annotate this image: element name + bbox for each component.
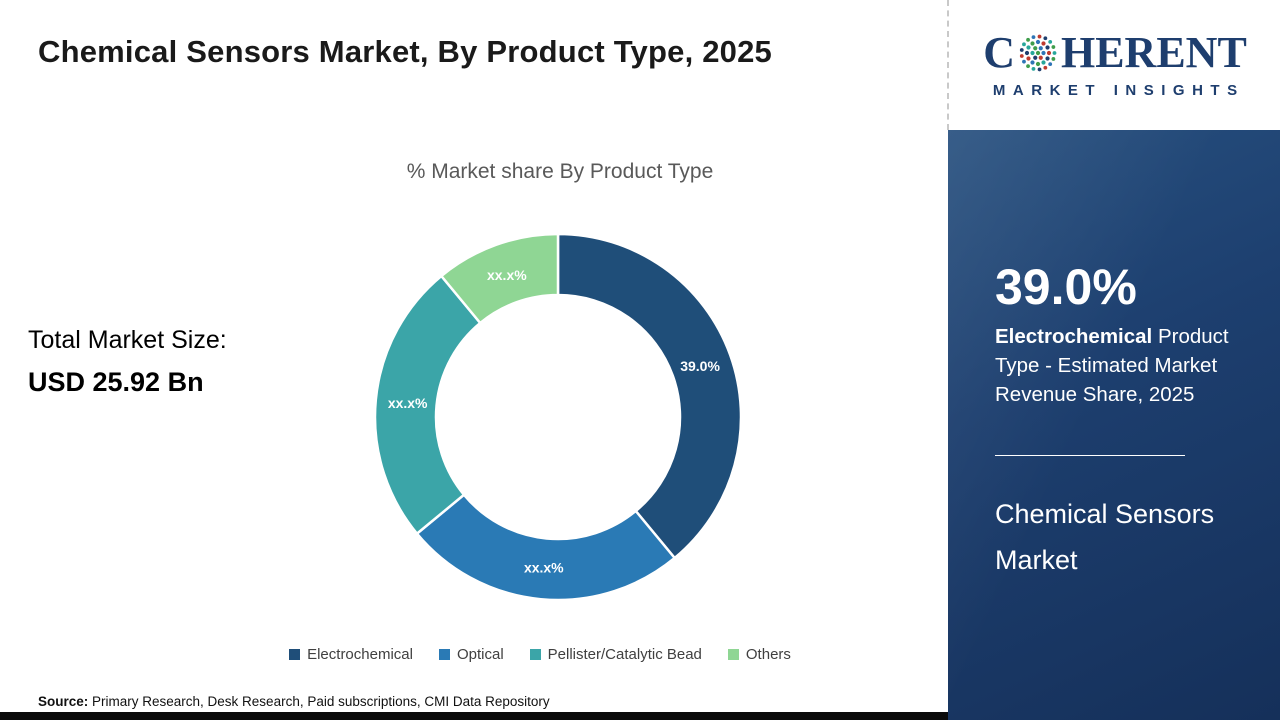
globe-dot	[1051, 45, 1056, 49]
globe-dot	[1043, 36, 1048, 41]
legend-item: Others	[727, 646, 791, 663]
dotted-globe-icon	[1019, 34, 1057, 72]
market-name: Chemical Sensors Market	[995, 499, 1215, 575]
brand-tagline: MARKET INSIGHTS	[992, 82, 1245, 99]
globe-dot	[1026, 64, 1030, 69]
source-text: Primary Research, Desk Research, Paid su…	[88, 694, 550, 709]
donut-segment-label: 39.0%	[680, 358, 720, 374]
legend-label: Electrochemical	[307, 646, 413, 663]
side-panel: 39.0% Electrochemical Product Type - Est…	[948, 130, 1280, 720]
legend-swatch-icon	[727, 649, 739, 660]
globe-dot	[1043, 65, 1048, 70]
globe-dot	[1026, 45, 1031, 50]
share-value: 39.0%	[995, 259, 1137, 315]
source-label: Source:	[38, 694, 89, 709]
chart-title: % Market share By Product Type	[406, 160, 714, 183]
globe-dot	[1035, 61, 1041, 67]
globe-dot	[1041, 50, 1046, 56]
globe-dot	[1045, 45, 1050, 50]
globe-dot	[1052, 51, 1057, 55]
donut-segment-optical	[415, 493, 677, 602]
legend-label: Pellister/Catalytic Bead	[547, 646, 702, 663]
globe-dot	[1041, 41, 1046, 46]
legend-swatch-icon	[438, 649, 450, 660]
donut-segment-label: xx.x%	[388, 395, 428, 411]
donut-segment-label: xx.x%	[524, 559, 564, 575]
globe-dot	[1024, 50, 1030, 56]
donut-chart: 39.0% xx.x% xx.x% xx.x%	[373, 232, 743, 602]
globe-dot	[1038, 46, 1043, 51]
brand-letter-c: C	[983, 28, 1015, 77]
total-market-size: Total Market Size: USD 25.92 Bn	[28, 326, 227, 398]
donut-segment-others	[439, 232, 560, 325]
globe-dot	[1030, 60, 1035, 65]
legend-item: Electrochemical	[289, 646, 413, 663]
globe-dot	[1019, 48, 1024, 52]
globe-dot	[1030, 50, 1035, 56]
page-title: Chemical Sensors Market, By Product Type…	[38, 34, 772, 69]
vertical-dashed-divider	[947, 0, 949, 130]
brand-logo: C HERENT MARKET INSIGHTS	[950, 0, 1280, 130]
globe-dot	[1037, 34, 1042, 39]
globe-dot	[1026, 56, 1031, 61]
globe-dot	[1038, 55, 1043, 60]
globe-dot	[1048, 39, 1053, 44]
total-market-size-value: USD 25.92 Bn	[28, 367, 204, 397]
legend-swatch-icon	[529, 649, 541, 660]
globe-dot	[1026, 37, 1030, 42]
globe-dot	[1051, 57, 1056, 61]
globe-dot	[1031, 66, 1036, 71]
globe-dot	[1031, 35, 1036, 40]
panel-divider	[995, 455, 1185, 456]
donut-segment-label: xx.x%	[487, 267, 527, 283]
globe-dot	[1035, 50, 1041, 56]
globe-dot	[1033, 46, 1038, 51]
legend-label: Optical	[456, 646, 504, 663]
globe-dot	[1046, 50, 1052, 56]
legend-swatch-icon	[289, 649, 301, 660]
share-description-rest: Product Type - Estimated Market Revenue …	[995, 325, 1229, 407]
chart-legend: Electrochemical Optical Pellister/Catalyti…	[120, 646, 960, 663]
donut-segment-electrochemical	[556, 232, 743, 560]
globe-dot	[1022, 42, 1026, 47]
globe-dot	[1019, 54, 1024, 58]
legend-item: Optical	[438, 646, 504, 663]
donut-segment-pellister-catalytic-bead	[373, 274, 482, 536]
globe-dot	[1045, 56, 1050, 61]
total-market-size-label: Total Market Size:	[28, 326, 227, 354]
globe-dot	[1022, 59, 1026, 64]
share-description-bold: Electrochemical	[995, 325, 1153, 348]
share-description: Electrochemical Product Type - Estimated…	[995, 322, 1240, 409]
globe-dot	[1041, 60, 1046, 65]
globe-dot	[1037, 67, 1042, 72]
legend-item: Pellister/Catalytic Bead	[529, 646, 702, 663]
bottom-bar	[0, 712, 948, 720]
globe-dot	[1030, 41, 1035, 46]
legend-label: Others	[745, 646, 791, 663]
globe-dot	[1033, 55, 1038, 60]
source-note: Source: Primary Research, Desk Research,…	[38, 694, 550, 709]
globe-dot	[1048, 62, 1053, 67]
brand-wordmark: C HERENT	[983, 31, 1247, 75]
brand-rest: HERENT	[1060, 28, 1247, 77]
globe-dot	[1035, 39, 1041, 45]
